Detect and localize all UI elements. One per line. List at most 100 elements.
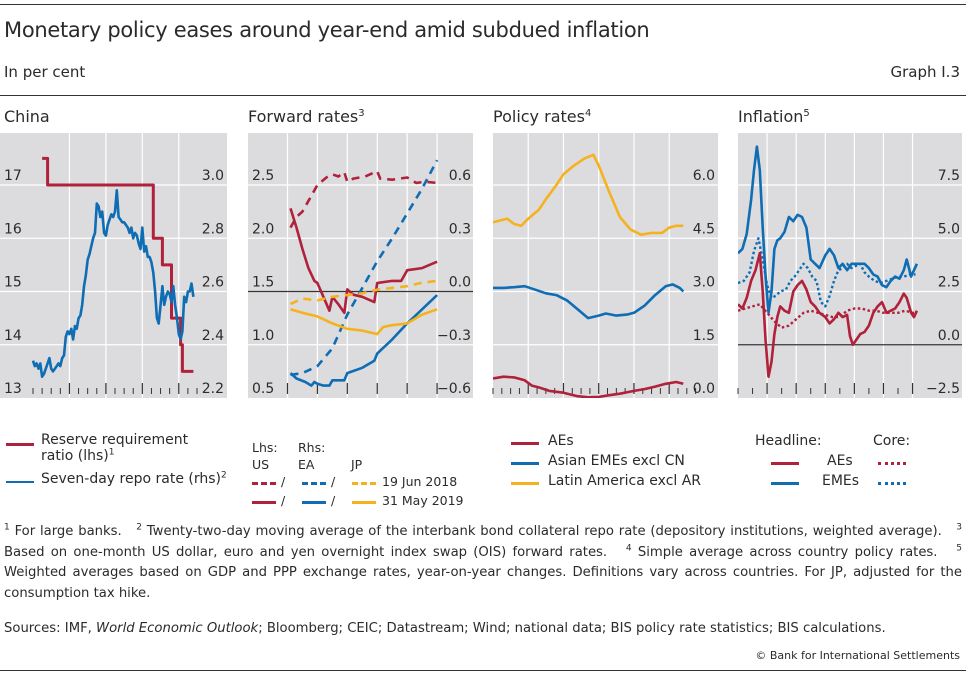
bottom-rule bbox=[0, 670, 966, 671]
legend-label-latam: Latin America excl AR bbox=[548, 473, 702, 489]
y-left-tick-label: 0.5 bbox=[252, 381, 274, 397]
y-right-tick-label: 2.8 bbox=[202, 221, 224, 237]
panel-title-inflation: Inflation5 bbox=[738, 107, 810, 126]
legend-swatch-rrr bbox=[6, 443, 34, 446]
y-right-tick-label: 0.3 bbox=[449, 221, 471, 237]
footnotes: 1 For large banks. 2 Twenty-two-day movi… bbox=[4, 522, 963, 601]
footnote-3: Based on one-month US dollar, euro and y… bbox=[4, 544, 608, 560]
series-seven-day-repo-rate-rhs- bbox=[31, 189, 195, 379]
legend-swatch-jp-2018 bbox=[352, 482, 376, 485]
y-left-tick-label: 2.5 bbox=[252, 168, 274, 184]
legend-date-2018: 19 Jun 2018 bbox=[382, 474, 458, 489]
y-right-tick-label: 0.0 bbox=[693, 381, 715, 397]
sources: Sources: IMF, World Economic Outlook; Bl… bbox=[4, 621, 886, 636]
legend-core-label: Core: bbox=[873, 433, 911, 449]
y-right-tick-label: 3.0 bbox=[693, 275, 715, 291]
panel-title-policy: Policy rates4 bbox=[493, 107, 591, 126]
header-rule bbox=[0, 95, 966, 96]
y-left-tick-label: 16 bbox=[4, 221, 22, 237]
y-right-tick-label: 0.0 bbox=[449, 275, 471, 291]
series-ea-19-jun-2018 bbox=[290, 159, 439, 377]
panel-policy bbox=[493, 133, 718, 398]
series-reserve-requirement-ratio-lhs- bbox=[42, 156, 194, 373]
panel-title-china: China bbox=[4, 107, 50, 126]
legend-forward: Lhs: Rhs: US EA JP / / 19 Jun 2018 / / 3… bbox=[248, 440, 478, 510]
legend-label-aes: AEs bbox=[827, 453, 853, 469]
legend-swatch-core-aes bbox=[878, 462, 906, 465]
panel-forward bbox=[248, 133, 473, 398]
graph-number: Graph I.3 bbox=[890, 63, 960, 81]
y-left-tick-label: 13 bbox=[4, 381, 22, 397]
top-rule bbox=[0, 4, 966, 5]
legend-us-label: US bbox=[252, 457, 270, 472]
units-label: In per cent bbox=[4, 63, 86, 81]
series-ea-31-may-2019 bbox=[289, 294, 438, 387]
series-jp-31-may-2019 bbox=[290, 308, 438, 336]
legend-swatch-aes bbox=[511, 442, 539, 445]
legend-inflation: Headline: Core: AEs EMEs bbox=[755, 432, 965, 492]
y-right-tick-label: 2.5 bbox=[938, 275, 960, 291]
legend-policy: AEs Asian EMEs excl CN Latin America exc… bbox=[493, 432, 723, 492]
series-asian-emes-excl-cn bbox=[493, 283, 685, 320]
legend-rhs-label: Rhs: bbox=[298, 440, 326, 455]
legend-label-repo: Seven-day repo rate (rhs)2 bbox=[41, 470, 227, 487]
legend-swatch-latam bbox=[511, 482, 539, 485]
legend-swatch-us-2018 bbox=[252, 482, 276, 485]
legend-swatch-jp-2019 bbox=[352, 501, 376, 504]
y-right-tick-label: 1.5 bbox=[693, 328, 715, 344]
y-left-tick-label: 1.5 bbox=[252, 275, 274, 291]
legend-label-aes: AEs bbox=[548, 433, 574, 449]
panel-title-forward: Forward rates3 bbox=[248, 107, 365, 126]
y-right-tick-label: −0.3 bbox=[437, 328, 471, 344]
y-left-tick-label: 15 bbox=[4, 275, 22, 291]
series-headline-emes bbox=[738, 145, 919, 315]
series-aes bbox=[493, 375, 684, 398]
panel-china bbox=[0, 133, 227, 398]
series-us-19-jun-2018 bbox=[289, 169, 438, 229]
legend-headline-label: Headline: bbox=[755, 433, 822, 449]
legend-sep: / bbox=[331, 493, 336, 508]
legend-swatch-repo bbox=[6, 481, 34, 483]
y-right-tick-label: 0.6 bbox=[449, 168, 471, 184]
legend-swatch-headline-emes bbox=[771, 482, 799, 485]
legend-swatch-core-emes bbox=[878, 482, 906, 485]
y-left-tick-label: 14 bbox=[4, 328, 22, 344]
legend-label-rrr: Reserve requirement ratio (lhs)1 bbox=[41, 432, 189, 464]
y-right-tick-label: 4.5 bbox=[693, 221, 715, 237]
series-jp-19-jun-2018 bbox=[289, 279, 438, 306]
series-core-aes bbox=[738, 303, 917, 329]
legend-swatch-asian-emes bbox=[511, 462, 539, 465]
legend-jp-label: JP bbox=[351, 457, 363, 472]
legend-sep: / bbox=[281, 474, 286, 489]
y-right-tick-label: 0.0 bbox=[938, 328, 960, 344]
y-right-tick-label: 5.0 bbox=[938, 221, 960, 237]
charts-area: China1617181913141516172.22.42.62.83.0Fo… bbox=[0, 107, 962, 398]
legend-swatch-headline-aes bbox=[771, 462, 799, 465]
legend-swatch-ea-2018 bbox=[302, 482, 326, 485]
footnote-1: For large banks. bbox=[14, 524, 122, 539]
legend-china: Reserve requirement ratio (lhs)1 Seven-d… bbox=[0, 432, 240, 492]
y-right-tick-label: 2.4 bbox=[202, 328, 224, 344]
footnote-5: Weighted averages based on GDP and PPP e… bbox=[4, 565, 962, 601]
y-right-tick-label: 3.0 bbox=[202, 168, 224, 184]
series-core-emes bbox=[738, 237, 916, 308]
legend-date-2019: 31 May 2019 bbox=[382, 493, 464, 508]
series-latin-america-excl-ar bbox=[493, 153, 684, 236]
legend-ea-label: EA bbox=[298, 457, 315, 472]
y-right-tick-label: 7.5 bbox=[938, 168, 960, 184]
y-right-tick-label: 6.0 bbox=[693, 168, 715, 184]
legend-label-asian-emes: Asian EMEs excl CN bbox=[548, 453, 685, 469]
series-us-31-may-2019 bbox=[289, 208, 438, 315]
legend-lhs-label: Lhs: bbox=[252, 440, 278, 455]
y-right-tick-label: 2.2 bbox=[202, 381, 224, 397]
legend-sep: / bbox=[331, 474, 336, 489]
y-right-tick-label: −2.5 bbox=[926, 381, 960, 397]
footnote-4: Simple average across country policy rat… bbox=[637, 544, 938, 560]
footnote-2: Twenty-two-day moving average of the int… bbox=[146, 524, 942, 539]
legend-swatch-us-2019 bbox=[252, 501, 276, 504]
y-left-tick-label: 1.0 bbox=[252, 328, 274, 344]
y-left-tick-label: 17 bbox=[4, 168, 22, 184]
legend-swatch-ea-2019 bbox=[302, 501, 326, 504]
y-left-tick-label: 2.0 bbox=[252, 221, 274, 237]
y-right-tick-label: 2.6 bbox=[202, 275, 224, 291]
